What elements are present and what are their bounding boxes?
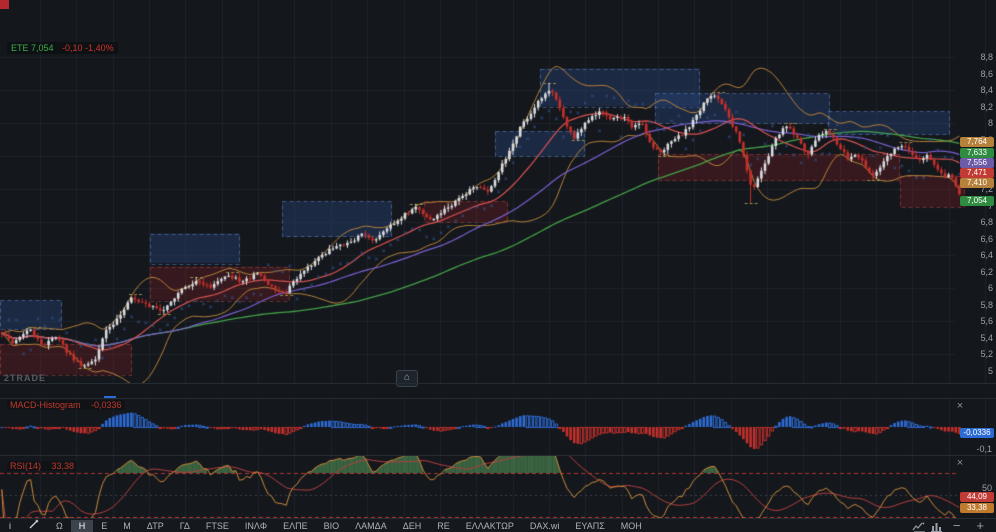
price-tick-label: 6,6: [980, 233, 993, 244]
symbol-legend: ETE 7,054 -0,10 -1,40%: [7, 42, 118, 54]
symbol-tab-ΕΛΠΕ[interactable]: ΕΛΠΕ: [283, 520, 308, 531]
toolbar-right-controls: − +: [912, 518, 996, 532]
symbol-tab-ΔΤΡ[interactable]: ΔΤΡ: [146, 520, 164, 531]
price-chart-canvas[interactable]: [0, 0, 996, 383]
bottom-toolbar: i Ω Η Ε Μ ΔΤΡ ΓΔ FTSE ΙΝΛΦ ΕΛΠΕ ΒΙΟ ΛΑΜΔΑ ΔΕΗ RE ΕΛΛΑ…: [0, 518, 996, 532]
price-tick-label: 6,8: [980, 217, 993, 227]
symbol-tab-Ω[interactable]: Ω: [56, 520, 63, 531]
symbol-tab-Η[interactable]: Η: [70, 519, 94, 532]
rsi-value-badge: 33,38: [960, 503, 994, 513]
price-axis-badge: 7,054: [960, 196, 994, 207]
price-tick-label: 8,4: [980, 85, 993, 95]
price-tick-label: 8,8: [980, 52, 993, 62]
symbol-tab-ΔΕΗ[interactable]: ΔΕΗ: [402, 520, 422, 531]
rsi-ma-badge: 44,09: [960, 492, 994, 502]
price-tick-label: 7,2: [980, 184, 993, 194]
price-tick-label: 8,6: [980, 68, 993, 79]
price-tick-label: 5,8: [980, 299, 993, 310]
price-tick-label: 5,4: [980, 332, 993, 343]
symbol-tab-FTSE[interactable]: FTSE: [205, 520, 229, 531]
rsi-separator: [0, 455, 996, 456]
symbol-tab-Ε[interactable]: Ε: [101, 520, 108, 531]
price-tick-label: 5,2: [980, 349, 993, 359]
info-icon[interactable]: i: [9, 520, 11, 531]
symbol-tab-ΙΝΛΦ[interactable]: ΙΝΛΦ: [244, 520, 268, 531]
macd-label: MACD-Histogram: [10, 400, 81, 410]
zoom-out-button[interactable]: −: [952, 518, 961, 532]
macd-separator: [0, 398, 996, 399]
price-tick-label: 5,6: [980, 316, 993, 326]
rsi-legend: RSI(14) 33,38: [7, 461, 78, 471]
symbol-price-label: ETE 7,054: [11, 43, 54, 53]
zoom-in-button[interactable]: +: [976, 518, 984, 532]
app-corner-marker: [0, 0, 9, 9]
macd-value: -0,0336: [91, 400, 122, 410]
macd-axis-label: -0,1: [976, 444, 992, 454]
price-axis-badge: 7,764: [960, 137, 994, 148]
symbol-tab-Μ[interactable]: Μ: [123, 520, 131, 531]
price-axis-badge: 7,556: [960, 158, 994, 169]
xaxis-separator: [0, 383, 996, 384]
time-axis[interactable]: 1630Νοε'2327Δεκ'2327202429Φεβ 1226Μαρ 11…: [0, 383, 996, 398]
price-tick-label: 6,4: [980, 250, 993, 260]
price-tick-label: 5: [987, 365, 993, 376]
macd-value-badge: -0,0336: [960, 428, 994, 438]
broker-watermark: 2TRADE: [4, 373, 47, 383]
symbol-tab-ΕΛΛΑΚΤΩΡ[interactable]: ΕΛΛΑΚΤΩΡ: [465, 520, 514, 531]
price-tick-label: 6: [987, 283, 993, 293]
trend-chart-icon[interactable]: [912, 521, 926, 532]
symbol-tab-RE[interactable]: RE: [437, 520, 450, 531]
histogram-icon[interactable]: [930, 521, 943, 532]
price-tick-label: 6,2: [980, 266, 993, 277]
symbol-tabs: Ω Η Ε Μ ΔΤΡ ΓΔ FTSE ΙΝΛΦ ΕΛΠΕ ΒΙΟ ΛΑΜΔΑ ΔΕΗ RE ΕΛΛΑΚΤ…: [48, 519, 650, 532]
symbol-tab-ΛΑΜΔΑ[interactable]: ΛΑΜΔΑ: [355, 520, 387, 531]
symbol-tab-DAX.wi[interactable]: DAX.wi: [529, 520, 560, 531]
price-axis[interactable]: 8,88,68,48,287,87,67,47,276,86,66,46,265…: [946, 0, 996, 383]
price-tick-label: 8,2: [980, 101, 993, 112]
draw-tool-icon[interactable]: [20, 519, 48, 532]
symbol-tab-ΒΙΟ[interactable]: ΒΙΟ: [323, 520, 340, 531]
symbol-change-label: -0,10 -1,40%: [62, 43, 114, 53]
rsi-label: RSI(14): [10, 461, 42, 471]
price-axis-badge: 7,633: [960, 148, 994, 159]
macd-pane-canvas[interactable]: [0, 398, 996, 455]
price-tick-label: 8: [987, 118, 993, 128]
close-icon[interactable]: ×: [956, 457, 964, 469]
price-axis-badge: 7,410: [960, 178, 994, 189]
close-icon[interactable]: ×: [956, 400, 964, 412]
rsi-mid-label: 50: [981, 483, 992, 493]
rsi-pane-canvas[interactable]: [0, 455, 996, 518]
symbol-tab-ΜΟΗ[interactable]: ΜΟΗ: [620, 520, 642, 531]
symbol-tab-ΕΥΑΠΣ[interactable]: ΕΥΑΠΣ: [575, 520, 605, 531]
rsi-value: 33,38: [51, 461, 75, 471]
home-icon[interactable]: ⌂: [396, 370, 418, 387]
price-axis-badge: 7,471: [960, 168, 994, 179]
scroll-position-indicator: [104, 396, 116, 398]
symbol-tab-ΓΔ[interactable]: ΓΔ: [179, 520, 190, 531]
macd-legend: MACD-Histogram -0,0336: [7, 400, 125, 410]
